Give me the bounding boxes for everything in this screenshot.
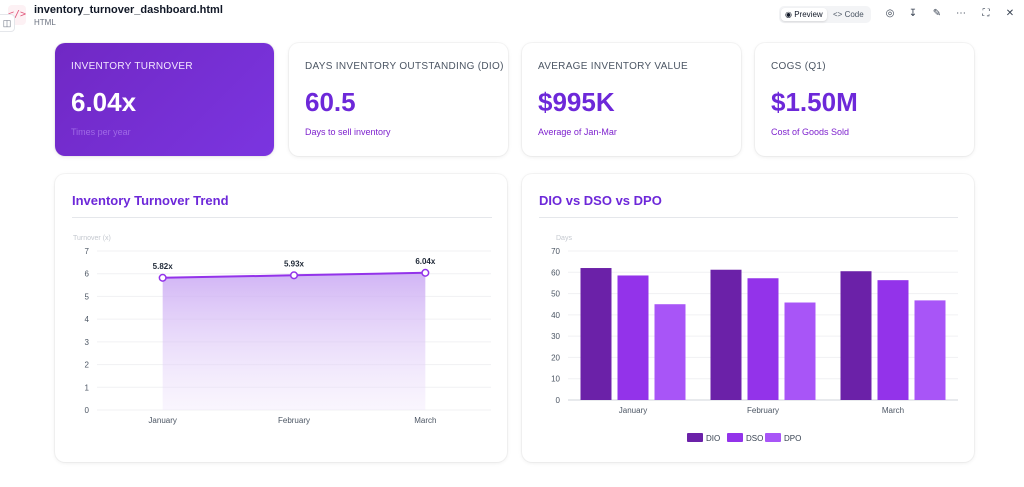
data-label: 5.93x: [284, 259, 305, 268]
legend-swatch: [765, 433, 781, 442]
x-tick-label: February: [747, 406, 779, 415]
data-point: [158, 273, 167, 282]
kpi-subtext: Cost of Goods Sold: [771, 127, 850, 137]
code-button[interactable]: <> Code: [829, 8, 869, 21]
y-tick-label: 10: [551, 375, 560, 384]
kpi-subtext: Days to sell inventory: [305, 127, 391, 137]
y-tick-label: 0: [85, 406, 90, 415]
kpi-label: AVERAGE INVENTORY VALUE: [538, 61, 688, 72]
preview-label: Preview: [794, 10, 823, 19]
edit-icon[interactable]: ✎: [932, 8, 942, 19]
y-tick-label: 30: [551, 332, 560, 341]
kpi-value: $1.50M: [771, 87, 858, 117]
data-point: [289, 271, 299, 280]
globe-icon[interactable]: ◎: [885, 8, 895, 19]
y-tick-label: 20: [551, 353, 560, 362]
turnover-line-chart: Turnover (x) 0 1 2 3 4 5 6 7 January February March…: [73, 235, 491, 425]
chart-divider: [539, 217, 958, 218]
y-tick-label: 4: [85, 315, 90, 324]
bar-dio: [710, 269, 742, 400]
bar-dio: [840, 271, 872, 400]
legend-label: DPO: [784, 434, 801, 443]
kpi-label: INVENTORY TURNOVER: [71, 61, 193, 72]
y-tick-label: 6: [85, 270, 90, 279]
legend-swatch: [727, 433, 743, 442]
download-icon[interactable]: ↧: [908, 8, 918, 19]
eye-icon: ◉: [785, 10, 792, 19]
y-axis-title: Days: [556, 235, 572, 242]
y-axis-title: Turnover (x): [73, 235, 111, 242]
y-tick-label: 40: [551, 311, 560, 320]
kpi-value: $995K: [538, 87, 615, 117]
x-tick-label: March: [414, 416, 436, 425]
legend-label: DIO: [706, 434, 720, 443]
fullscreen-icon[interactable]: ⛶: [982, 8, 990, 19]
y-tick-label: 2: [85, 361, 90, 370]
y-tick-label: 7: [85, 247, 90, 256]
bar-dpo: [654, 304, 686, 400]
x-tick-label: January: [148, 416, 176, 425]
more-icon[interactable]: ⋯: [956, 8, 966, 19]
close-icon[interactable]: ✕: [1005, 8, 1015, 19]
data-label: 6.04x: [415, 257, 436, 266]
chart-title: Inventory Turnover Trend: [72, 193, 229, 208]
data-point: [421, 268, 430, 277]
x-tick-label: February: [278, 416, 310, 425]
kpi-card-inventory-turnover: INVENTORY TURNOVER 6.04x Times per year: [55, 43, 274, 156]
y-tick-label: 0: [556, 396, 561, 405]
bar-dpo: [914, 300, 946, 400]
data-label: 5.82x: [153, 262, 174, 271]
y-tick-label: 3: [85, 338, 90, 347]
x-tick-label: January: [619, 406, 647, 415]
bar-dso: [617, 275, 649, 400]
top-bar: </> inventory_turnover_dashboard.html HT…: [0, 0, 1024, 30]
y-tick-label: 50: [551, 290, 560, 299]
x-tick-label: March: [882, 406, 904, 415]
bar-dso: [877, 280, 909, 400]
chart-divider: [72, 217, 492, 218]
kpi-value: 60.5: [305, 87, 356, 117]
file-type: HTML: [34, 18, 56, 27]
area-fill: [162, 272, 426, 410]
view-toggle: ◉ Preview <> Code: [779, 6, 871, 23]
kpi-label: DAYS INVENTORY OUTSTANDING (DIO): [305, 61, 504, 72]
kpi-subtext: Average of Jan-Mar: [538, 127, 617, 137]
legend-label: DSO: [746, 434, 763, 443]
kpi-card-average-inventory: AVERAGE INVENTORY VALUE $995K Average of…: [522, 43, 741, 156]
kpi-card-cogs: COGS (Q1) $1.50M Cost of Goods Sold: [755, 43, 974, 156]
code-label: Code: [844, 10, 864, 19]
bar-dso: [747, 278, 779, 400]
dio-dso-dpo-card: DIO vs DSO vs DPO Days 0 10 20 30 40 50 60 70 Jan…: [522, 174, 974, 462]
turnover-trend-card: Inventory Turnover Trend Turnover (x) 0 1 2…: [55, 174, 507, 462]
kpi-card-dio: DAYS INVENTORY OUTSTANDING (DIO) 60.5 Da…: [289, 43, 508, 156]
days-bar-chart: Days 0 10 20 30 40 50 60 70 January February March D…: [551, 235, 958, 443]
y-tick-label: 1: [85, 383, 90, 392]
file-name: inventory_turnover_dashboard.html: [34, 4, 223, 16]
sidebar-toggle-button[interactable]: ◫: [0, 14, 15, 32]
preview-button[interactable]: ◉ Preview: [781, 8, 827, 21]
code-icon: <>: [833, 10, 843, 19]
y-tick-label: 5: [85, 292, 90, 301]
bar-dpo: [784, 302, 816, 400]
kpi-subtext: Times per year: [71, 127, 131, 137]
y-tick-label: 60: [551, 268, 560, 277]
y-tick-label: 70: [551, 247, 560, 256]
kpi-value: 6.04x: [71, 87, 137, 117]
bar-dio: [580, 268, 612, 400]
chart-title: DIO vs DSO vs DPO: [539, 193, 662, 208]
kpi-label: COGS (Q1): [771, 61, 826, 72]
legend-swatch: [687, 433, 703, 442]
